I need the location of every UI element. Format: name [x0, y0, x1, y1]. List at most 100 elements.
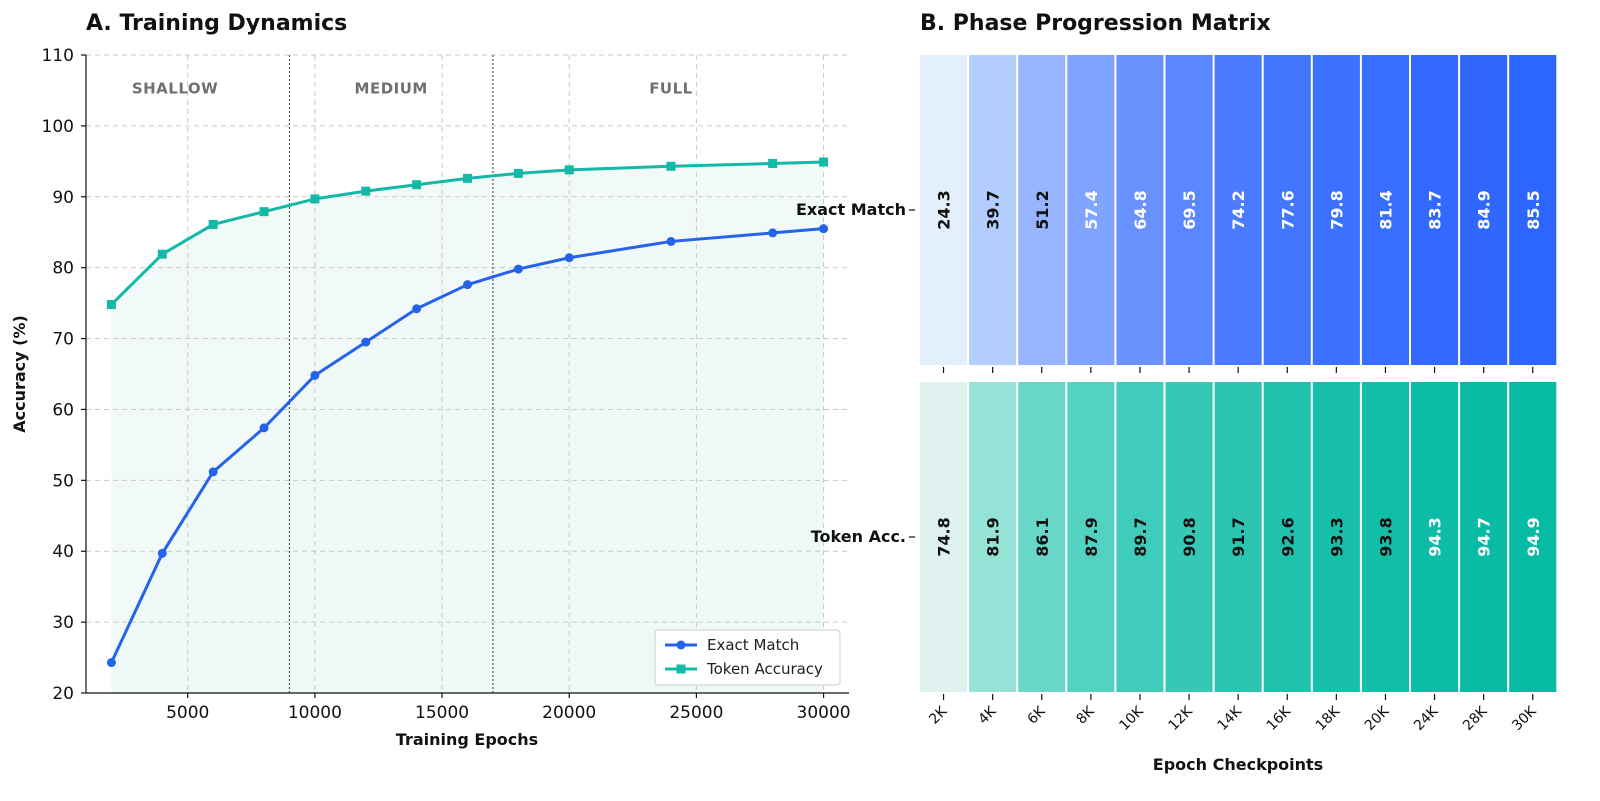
- data-point: [259, 207, 269, 217]
- heatmap-cell: [1411, 382, 1459, 692]
- x-tick-label-b: 8K: [1074, 703, 1099, 728]
- cell-value: 81.9: [984, 517, 1003, 556]
- x-tick-label: 20000: [542, 703, 596, 723]
- cell-value: 57.4: [1082, 190, 1101, 229]
- legend-entry: Exact Match: [707, 636, 799, 654]
- phase-label-medium: MEDIUM: [355, 79, 428, 97]
- data-point: [208, 219, 218, 229]
- cell-value: 94.3: [1426, 517, 1445, 556]
- y-tick-label: 40: [52, 542, 74, 562]
- y-tick-label: 70: [52, 330, 74, 350]
- heatmap-cell: [1067, 55, 1115, 365]
- heatmap-cell: [1361, 55, 1409, 365]
- data-point: [768, 158, 778, 168]
- data-point: [666, 236, 676, 246]
- x-tick-label: 15000: [415, 703, 469, 723]
- legend-box: [654, 629, 841, 686]
- data-point: [361, 337, 371, 347]
- cell-value: 90.8: [1180, 517, 1199, 556]
- cell-value: 94.7: [1475, 517, 1494, 556]
- heatmap-cell: [1312, 55, 1360, 365]
- x-tick-label-b: 6K: [1024, 703, 1049, 728]
- heatmap-cells: 24.3 39.7 51.2 57.4 64.8 69.5 74.2 77.6 79.8 81.4…: [920, 55, 1557, 692]
- heatmap-cell: [920, 382, 968, 692]
- chart-title-a: A. Training Dynamics: [86, 11, 347, 36]
- row-label: Token Acc.: [811, 527, 906, 546]
- heatmap-cell: [969, 382, 1017, 692]
- data-point: [310, 370, 320, 380]
- x-tick-label: 5000: [166, 703, 209, 723]
- x-tick-label-b: 24K: [1411, 703, 1442, 734]
- heatmap-cell: [1263, 55, 1311, 365]
- cell-value: 92.6: [1278, 517, 1297, 556]
- data-point: [106, 658, 116, 668]
- x-tick-label: 25000: [669, 703, 723, 723]
- data-point: [513, 264, 523, 274]
- x-tick-label-b: 14K: [1215, 703, 1246, 734]
- series-markers: [106, 157, 829, 668]
- x-tick-label-b: 16K: [1264, 703, 1295, 734]
- cell-value: 89.7: [1131, 517, 1150, 556]
- data-point: [157, 548, 167, 558]
- x-tick-label: 30000: [797, 703, 851, 723]
- x-axis-label-a: Training Epochs: [396, 730, 538, 749]
- heatmap-cell: [920, 55, 968, 365]
- y-tick-label: 50: [52, 471, 74, 491]
- heatmap-cell: [1067, 382, 1115, 692]
- y-axis-label-a: Accuracy (%): [10, 315, 29, 433]
- legend-entry: Token Accuracy: [706, 660, 823, 678]
- x-axis-label-b: Epoch Checkpoints: [1153, 755, 1323, 774]
- data-point: [412, 304, 422, 314]
- cell-value: 77.6: [1278, 190, 1297, 229]
- data-point: [412, 180, 422, 190]
- heatmap-cell: [1116, 55, 1164, 365]
- x-tick-label-b: 2K: [926, 703, 951, 728]
- cell-value: 81.4: [1376, 190, 1395, 229]
- phase-label-shallow: SHALLOW: [132, 79, 218, 97]
- cell-value: 69.5: [1180, 190, 1199, 229]
- y-tick-label: 20: [52, 684, 74, 704]
- data-point: [463, 280, 472, 290]
- phase-label-full: FULL: [649, 79, 693, 97]
- cell-value: 74.2: [1229, 190, 1248, 229]
- cell-value: 24.3: [935, 190, 954, 229]
- y-tick-label: 90: [52, 188, 74, 208]
- cell-value: 85.5: [1524, 190, 1543, 229]
- heatmap-cell: [1214, 55, 1262, 365]
- cell-value: 39.7: [984, 190, 1003, 229]
- heatmap-cell: [969, 55, 1017, 365]
- heatmap-cell: [1509, 382, 1557, 692]
- cell-value: 94.9: [1524, 517, 1543, 556]
- area-fill-1: [111, 162, 824, 693]
- heatmap-cell: [1263, 382, 1311, 692]
- legend-swatch-marker: [676, 640, 686, 650]
- data-point: [666, 161, 676, 171]
- data-point: [819, 157, 829, 167]
- heatmap-cell: [1312, 382, 1360, 692]
- data-point: [819, 224, 829, 234]
- row-label: Exact Match: [796, 200, 906, 219]
- data-point: [310, 194, 320, 204]
- cell-value: 93.8: [1376, 517, 1395, 556]
- x-tick-label-b: 10K: [1116, 703, 1147, 734]
- y-tick-label: 110: [42, 46, 74, 66]
- legend: Exact Match Token Accuracy: [654, 629, 841, 686]
- data-point: [361, 186, 371, 196]
- panel-phase-progression: B. Phase Progression Matrix 24.3 39.7 51.2…: [796, 11, 1557, 774]
- cell-value: 64.8: [1131, 190, 1150, 229]
- heatmap-cell: [1214, 382, 1262, 692]
- heatmap-cell: [1460, 382, 1508, 692]
- y-tick-label: 100: [42, 117, 74, 137]
- phase-markers: SHALLOW MEDIUM FULL: [132, 55, 693, 693]
- x-tick-label-b: 4K: [975, 703, 1000, 728]
- heatmap-cell: [1018, 55, 1066, 365]
- heatmap-cell: [1361, 382, 1409, 692]
- heatmap-cell: [1509, 55, 1557, 365]
- data-point: [463, 173, 472, 183]
- y-tick-label: 60: [52, 400, 74, 420]
- y-tick-label: 80: [52, 259, 74, 279]
- heatmap-cell: [1411, 55, 1459, 365]
- area-fills: [111, 162, 824, 693]
- cell-value: 51.2: [1033, 190, 1052, 229]
